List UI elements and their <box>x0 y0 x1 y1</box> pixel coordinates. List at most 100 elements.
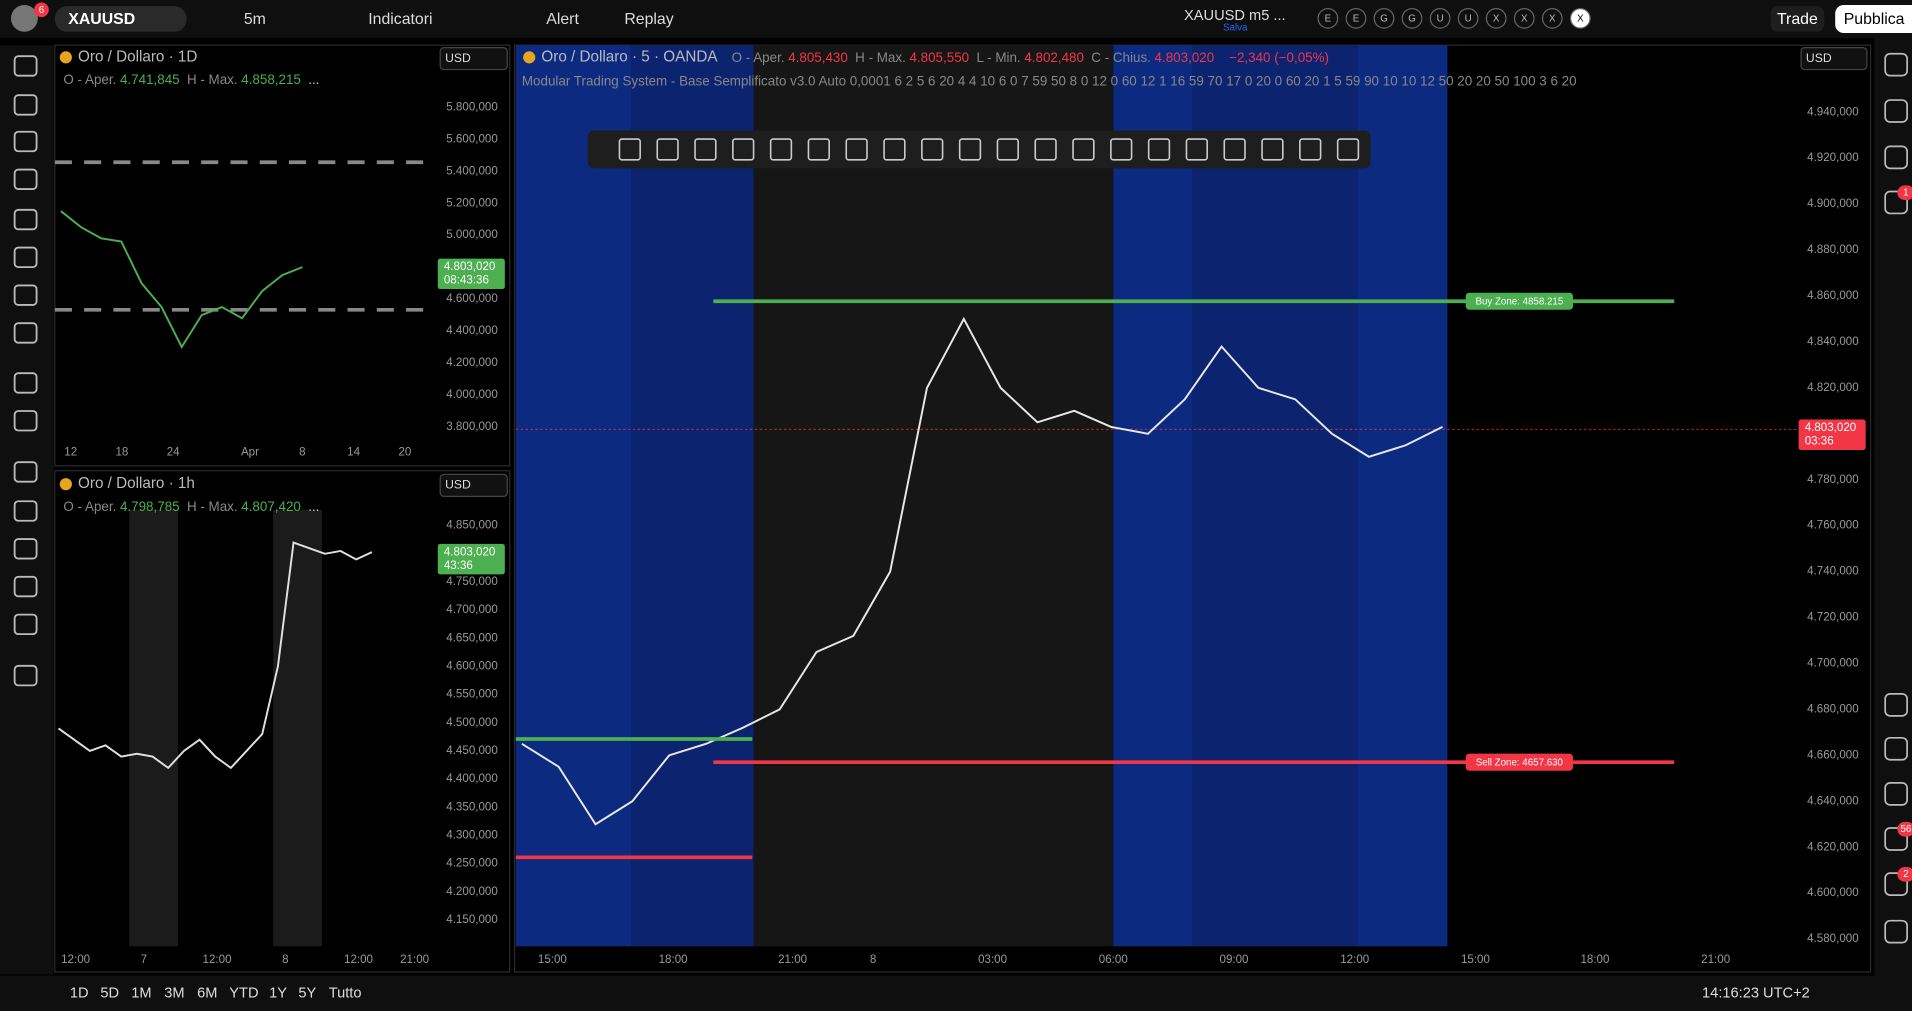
watchlist-letter: E <box>1325 14 1332 25</box>
ohlc-value: 4.807,420 <box>241 499 301 514</box>
watchlist-circle[interactable] <box>1345 7 1367 29</box>
price-label: 4.820,000 <box>1807 382 1859 394</box>
time-label: 18:00 <box>1580 954 1609 966</box>
price-label: 4.700,000 <box>446 604 498 616</box>
drawing-tool <box>958 138 982 161</box>
drawing-tool <box>845 138 868 161</box>
watchlist-letter: G <box>1408 14 1416 25</box>
range-button[interactable]: 3M <box>164 986 184 1002</box>
range-button[interactable]: 1D <box>70 986 89 1002</box>
side-icon <box>1884 872 1908 896</box>
drawing-tool <box>1261 138 1284 161</box>
time-label: Apr <box>241 447 259 459</box>
ohlc-label: H - Max. <box>187 499 238 514</box>
range-button[interactable]: 1Y <box>269 986 287 1002</box>
watchlist-letter: G <box>1380 14 1388 25</box>
tool-icon <box>13 168 38 190</box>
range-button[interactable]: Tutto <box>329 986 362 1002</box>
drawing-tool <box>656 138 679 161</box>
symbol[interactable]: XAUUSD <box>68 11 135 28</box>
alert-button[interactable]: Alert <box>546 11 579 28</box>
panel-title: Oro / Dollaro · 5 · OANDA <box>541 48 718 65</box>
indicators-button[interactable]: Indicatori <box>368 11 432 28</box>
side-icon <box>1884 919 1908 944</box>
price-line <box>521 316 1443 826</box>
watchlist-circle[interactable] <box>1457 7 1479 29</box>
tool-icon <box>13 94 38 116</box>
replay-button[interactable]: Replay <box>624 11 673 28</box>
range-button[interactable]: 5D <box>100 986 119 1002</box>
price-label: 4.400,000 <box>446 325 498 337</box>
drawing-tool <box>807 138 830 161</box>
panel-title: Oro / Dollaro · 1D <box>78 48 197 65</box>
sell-zone-tag <box>1465 753 1574 771</box>
badge-count: 2 <box>1903 869 1908 880</box>
watchlist-letter: X <box>1521 14 1528 25</box>
range-button[interactable]: 1M <box>131 986 151 1002</box>
range-button[interactable]: 5Y <box>298 986 316 1002</box>
price-label: 4.640,000 <box>1807 795 1859 807</box>
range-button[interactable]: 6M <box>197 986 217 1002</box>
price-label: 4.880,000 <box>1807 244 1859 256</box>
watchlist-circle[interactable] <box>1317 7 1339 29</box>
price-label: 4.680,000 <box>1807 703 1859 715</box>
currency[interactable]: USD <box>445 478 471 492</box>
side-icon <box>1884 736 1908 761</box>
price-label: 4.250,000 <box>446 858 498 870</box>
time-label: 24 <box>167 447 180 459</box>
drawing-tool <box>1299 138 1322 161</box>
drawing-tool <box>1223 138 1246 161</box>
watchlist-circle[interactable] <box>1569 7 1591 29</box>
session-band <box>1357 45 1448 947</box>
currency[interactable]: USD <box>1806 51 1832 65</box>
watchlist-circle[interactable] <box>1513 7 1535 29</box>
tool-icon <box>13 55 38 77</box>
layout-name[interactable]: XAUUSD m5 ... <box>1184 8 1286 24</box>
drawing-tool <box>1336 138 1360 161</box>
ohlc-value: 4.858,215 <box>241 72 301 87</box>
ohlc-label: H - Max. <box>855 50 906 65</box>
drawing-tool <box>732 138 755 161</box>
currency-box <box>439 47 508 71</box>
publish-button-label[interactable]: Pubblica <box>1844 11 1905 28</box>
watchlist-circle[interactable] <box>1373 7 1395 29</box>
change: −2,340 (−0,05%) <box>1229 50 1329 65</box>
last-price: 4.803,020 <box>444 547 496 559</box>
drawing-tool <box>1185 138 1208 161</box>
trade-button-label[interactable]: Trade <box>1777 11 1818 28</box>
watchlist-letter: X <box>1493 14 1500 25</box>
last-price-tag <box>1798 419 1866 451</box>
drawing-tool <box>883 138 906 161</box>
panel-frame <box>54 470 511 973</box>
watchlist-circle[interactable] <box>1541 7 1563 29</box>
session-shade <box>273 509 322 947</box>
price-label: 4.760,000 <box>1807 520 1859 532</box>
watchlist-circle[interactable] <box>1429 7 1451 29</box>
trade-button <box>1770 6 1825 32</box>
drawing-tool <box>1110 138 1133 161</box>
time-label: 8 <box>299 447 305 459</box>
currency[interactable]: USD <box>445 51 471 65</box>
price-label: 4.900,000 <box>1807 198 1859 210</box>
last-price-tag <box>437 258 505 290</box>
avatar[interactable] <box>10 4 38 32</box>
time-label: 12:00 <box>344 954 373 966</box>
ohlc-label: O - Aper. <box>63 72 116 87</box>
ohlc-label: O - Aper. <box>732 50 785 65</box>
drawing-tool <box>618 138 641 161</box>
badge <box>1897 185 1912 201</box>
ohlc-value: 4.803,020 <box>1155 50 1215 65</box>
side-icon <box>1884 190 1908 215</box>
price-label: 4.750,000 <box>446 576 498 588</box>
range-button[interactable]: YTD <box>229 986 258 1002</box>
session-band <box>1192 45 1358 947</box>
watchlist-circle[interactable] <box>1485 7 1507 29</box>
ohlc-value: 4.802,480 <box>1024 50 1084 65</box>
time-label: 03:00 <box>978 954 1007 966</box>
watchlist-circle[interactable] <box>1401 7 1423 29</box>
price-label: 5.600,000 <box>446 133 498 145</box>
time-label: 06:00 <box>1099 954 1128 966</box>
time-label: 14 <box>347 447 360 459</box>
time-label: 12:00 <box>1340 954 1369 966</box>
interval[interactable]: 5m <box>244 11 266 28</box>
